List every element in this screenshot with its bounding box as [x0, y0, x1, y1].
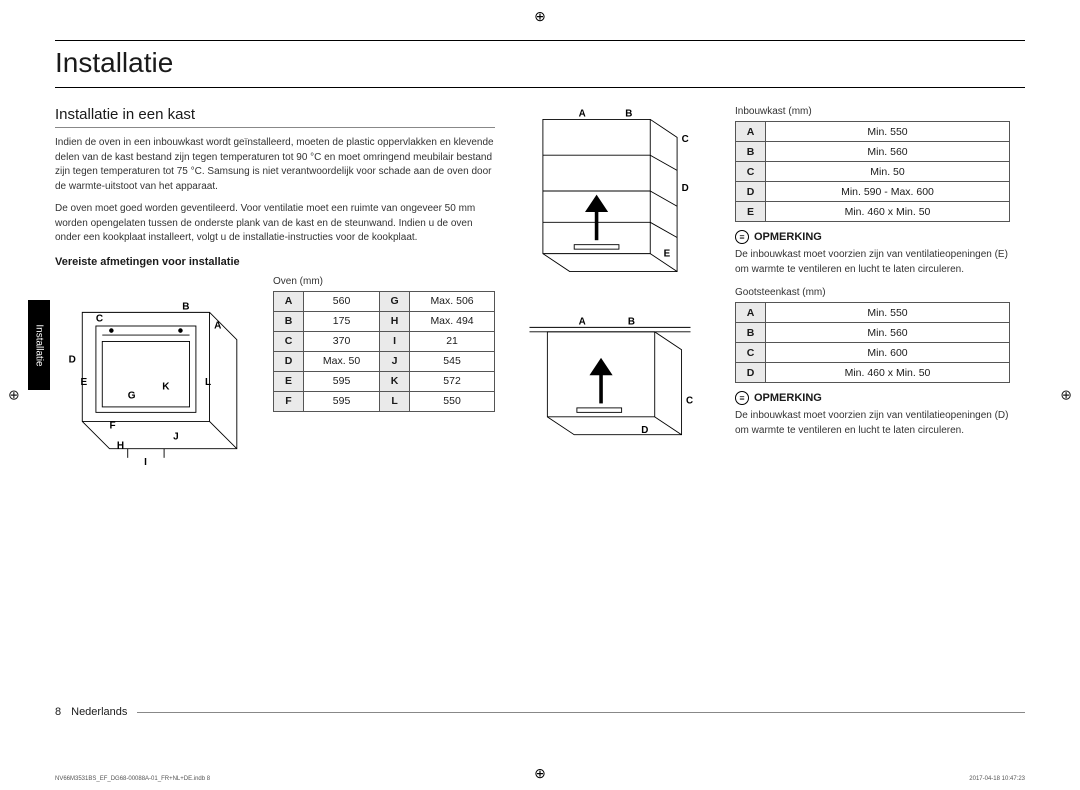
label-d: D — [69, 354, 76, 365]
note-heading-1: ≡ OPMERKING — [735, 230, 822, 244]
label-a2: A — [579, 109, 586, 120]
label-h: H — [117, 440, 124, 451]
page-content: Installatie Installatie in een kast Indi… — [55, 40, 1025, 740]
column-middle: A B C D E — [525, 106, 705, 476]
label-a3: A — [579, 317, 586, 328]
oven-table: A560GMax. 506B175HMax. 494C370I21DMax. 5… — [273, 291, 495, 412]
label-e2: E — [664, 248, 671, 259]
print-footer: NV66M3531BS_EF_DG68-00088A-01_FR+NL+DE.i… — [55, 776, 1025, 782]
sidebar-tab: Installatie — [28, 300, 50, 390]
paragraph-2: De oven moet goed worden geventileerd. V… — [55, 202, 495, 246]
inbouw-table: AMin. 550BMin. 560CMin. 50DMin. 590 - Ma… — [735, 121, 1010, 222]
label-i: I — [144, 457, 147, 468]
note-icon: ≡ — [735, 230, 749, 244]
column-left: Installatie in een kast Indien de oven i… — [55, 106, 495, 476]
label-b2: B — [625, 109, 632, 120]
page-footer: 8 Nederlands — [55, 706, 1025, 718]
crop-mark-right: ⊕ — [1060, 387, 1072, 404]
label-b3: B — [628, 317, 635, 328]
label-j: J — [173, 431, 179, 442]
column-right: Inbouwkast (mm) AMin. 550BMin. 560CMin. … — [735, 106, 1010, 476]
page-number: 8 — [55, 706, 61, 718]
label-g: G — [128, 390, 136, 401]
note-label-2: OPMERKING — [754, 392, 822, 404]
print-footer-right: 2017-04-18 10:47:23 — [969, 776, 1025, 782]
sidebar-label: Installatie — [34, 324, 45, 366]
main-columns: Installatie in een kast Indien de oven i… — [55, 106, 1025, 476]
label-c3: C — [686, 395, 693, 406]
goot-table: AMin. 550BMin. 560CMin. 600DMin. 460 x M… — [735, 302, 1010, 383]
note-label-1: OPMERKING — [754, 231, 822, 243]
gootsteenkast-diagram: A B C D — [525, 305, 695, 448]
label-c2: C — [682, 134, 689, 145]
section-heading: Installatie in een kast — [55, 106, 495, 128]
oven-table-wrap: Oven (mm) A560GMax. 506B175HMax. 494C370… — [273, 276, 495, 412]
note-text-2: De inbouwkast moet voorzien zijn van ven… — [735, 409, 1010, 438]
requirements-heading: Vereiste afmetingen voor installatie — [55, 256, 495, 268]
label-c: C — [96, 313, 103, 324]
paragraph-1: Indien de oven in een inbouwkast wordt g… — [55, 136, 495, 194]
label-f: F — [110, 420, 116, 431]
label-d2: D — [682, 183, 689, 194]
note-icon: ≡ — [735, 391, 749, 405]
label-k: K — [162, 381, 170, 392]
goot-caption: Gootsteenkast (mm) — [735, 287, 1010, 298]
page-language: Nederlands — [71, 706, 127, 718]
oven-row: B C A D E F G H I J K L Oven — [55, 276, 495, 476]
label-l: L — [205, 377, 211, 388]
note-text-1: De inbouwkast moet voorzien zijn van ven… — [735, 248, 1010, 277]
label-a: A — [214, 320, 221, 331]
page-title: Installatie — [55, 40, 1025, 88]
footer-line — [137, 712, 1025, 713]
inbouw-caption: Inbouwkast (mm) — [735, 106, 1010, 117]
print-footer-left: NV66M3531BS_EF_DG68-00088A-01_FR+NL+DE.i… — [55, 776, 210, 782]
oven-caption: Oven (mm) — [273, 276, 495, 287]
label-b: B — [182, 301, 189, 312]
label-d3: D — [641, 425, 648, 436]
crop-mark-left: ⊕ — [8, 387, 20, 404]
label-e: E — [80, 377, 87, 388]
oven-diagram: B C A D E F G H I J K L — [55, 276, 255, 476]
inbouwkast-diagram: A B C D E — [525, 106, 695, 285]
note-heading-2: ≡ OPMERKING — [735, 391, 822, 405]
crop-mark-top: ⊕ — [534, 8, 546, 25]
